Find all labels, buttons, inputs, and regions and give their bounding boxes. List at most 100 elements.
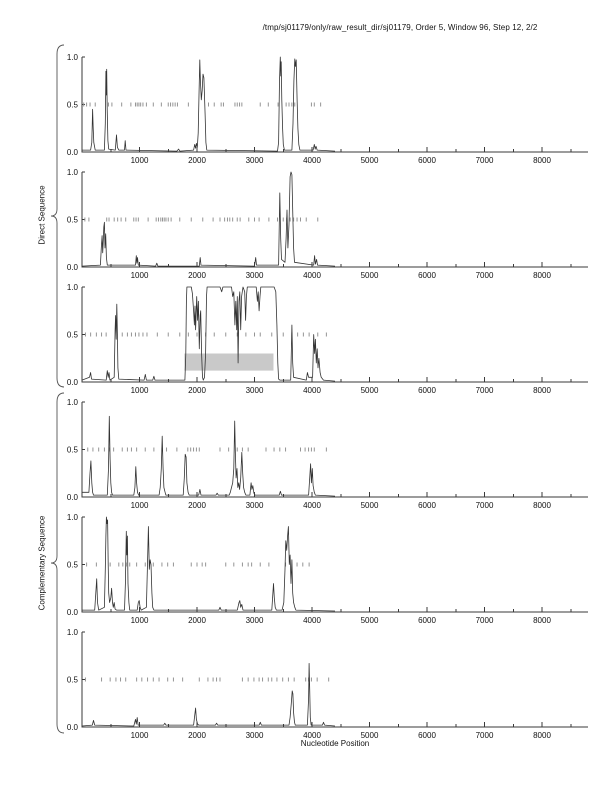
panel-complementary-frame-3: 1.0 0.5 0.0 [67,628,588,732]
complementary-sequence-label: Complementary Sequence [37,515,47,611]
y-tick-label: 0.5 [67,101,79,110]
complementary-sequence-brace [50,392,65,734]
x-tick-label: 7000 [476,156,494,165]
x-tick-label: 3000 [246,501,264,510]
x-tick-label: 6000 [418,271,436,280]
codon-marks [84,332,327,337]
panel-direct-frame-2: 1.0 0.5 0.0 [67,168,588,272]
x-tick-label: 8000 [533,501,551,510]
x-axis-ticks: 1000 2000 3000 4000 5000 6000 7000 8000 [110,722,572,740]
y-tick-label: 0.5 [67,561,79,570]
x-axis-ticks: 1000 2000 3000 4000 5000 6000 7000 8000 [110,262,572,280]
panel-complementary-frame-2: 1.0 0.5 0.0 [67,513,588,617]
y-tick-label: 0.5 [67,331,79,340]
y-tick-label: 1.0 [67,513,79,522]
x-tick-label: 2000 [188,271,206,280]
axis-lines [81,517,588,613]
x-tick-label: 3000 [246,386,264,395]
y-tick-label: 0.5 [67,216,79,225]
x-tick-label: 8000 [533,731,551,740]
x-tick-label: 2000 [188,156,206,165]
x-tick-label: 1000 [131,501,149,510]
probability-curve [82,415,336,497]
x-tick-label: 1000 [131,271,149,280]
probability-curve [82,516,336,612]
codon-marks [84,677,330,682]
panel-direct-frame-3: 1.0 0.5 0.0 [67,283,588,387]
x-tick-label: 4000 [303,731,321,740]
x-tick-label: 2000 [188,616,206,625]
x-tick-label: 8000 [533,616,551,625]
x-tick-label: 7000 [476,501,494,510]
y-tick-label: 0.0 [67,263,79,272]
x-tick-label: 7000 [476,616,494,625]
y-tick-label: 0.0 [67,608,79,617]
axis-lines [81,632,588,728]
x-tick-label: 1000 [131,386,149,395]
x-tick-label: 4000 [303,616,321,625]
probability-curve [82,56,336,152]
x-tick-label: 8000 [533,271,551,280]
direct-sequence-brace [50,44,65,388]
x-tick-label: 3000 [246,156,264,165]
x-tick-label: 8000 [533,386,551,395]
y-tick-label: 0.5 [67,446,79,455]
codon-marks [83,102,322,107]
x-tick-label: 6000 [418,386,436,395]
y-tick-label: 1.0 [67,168,79,177]
probability-curve [81,663,336,727]
y-tick-label: 1.0 [67,398,79,407]
x-tick-label: 5000 [361,616,379,625]
x-tick-label: 5000 [361,271,379,280]
x-tick-label: 4000 [303,156,321,165]
x-tick-label: 7000 [476,731,494,740]
plot-title: /tmp/sj01179/only/raw_result_dir/sj01179… [262,23,538,32]
x-tick-label: 5000 [361,156,379,165]
x-tick-label: 4000 [303,386,321,395]
x-tick-label: 5000 [361,501,379,510]
x-tick-label: 5000 [361,731,379,740]
x-tick-label: 3000 [246,731,264,740]
y-tick-label: 0.0 [67,493,79,502]
x-axis-ticks: 1000 2000 3000 4000 5000 6000 7000 8000 [110,607,572,625]
x-tick-label: 4000 [303,271,321,280]
x-tick-label: 4000 [303,501,321,510]
x-tick-label: 7000 [476,386,494,395]
x-axis-ticks: 1000 2000 3000 4000 5000 6000 7000 8000 [110,377,572,395]
x-tick-label: 3000 [246,616,264,625]
x-tick-label: 1000 [131,731,149,740]
x-tick-label: 2000 [188,501,206,510]
x-tick-label: 6000 [418,731,436,740]
x-tick-label: 2000 [188,386,206,395]
x-tick-label: 7000 [476,271,494,280]
x-axis-ticks: 1000 2000 3000 4000 5000 6000 7000 8000 [110,147,572,165]
direct-sequence-label: Direct Sequence [37,185,47,245]
y-tick-label: 1.0 [67,53,79,62]
x-tick-label: 6000 [418,501,436,510]
codon-marks [87,447,327,452]
x-tick-label: 1000 [131,156,149,165]
x-tick-label: 2000 [188,731,206,740]
highlight-region [184,353,274,371]
x-tick-label: 1000 [131,616,149,625]
probability-curve [81,286,336,382]
y-tick-label: 0.0 [67,723,79,732]
x-tick-label: 5000 [361,386,379,395]
x-tick-label: 3000 [246,271,264,280]
x-tick-label: 6000 [418,616,436,625]
y-tick-label: 1.0 [67,283,79,292]
y-tick-label: 1.0 [67,628,79,637]
y-tick-label: 0.0 [67,378,79,387]
y-tick-label: 0.5 [67,676,79,685]
axis-lines [81,172,588,268]
codon-marks [84,217,319,222]
x-axis-ticks: 1000 2000 3000 4000 5000 6000 7000 8000 [110,492,572,510]
codon-marks [86,562,310,567]
x-tick-label: 6000 [418,156,436,165]
y-tick-label: 0.0 [67,148,79,157]
axis-lines [81,57,588,153]
x-axis-title: Nucleotide Position [300,739,370,748]
axis-lines [81,287,588,383]
